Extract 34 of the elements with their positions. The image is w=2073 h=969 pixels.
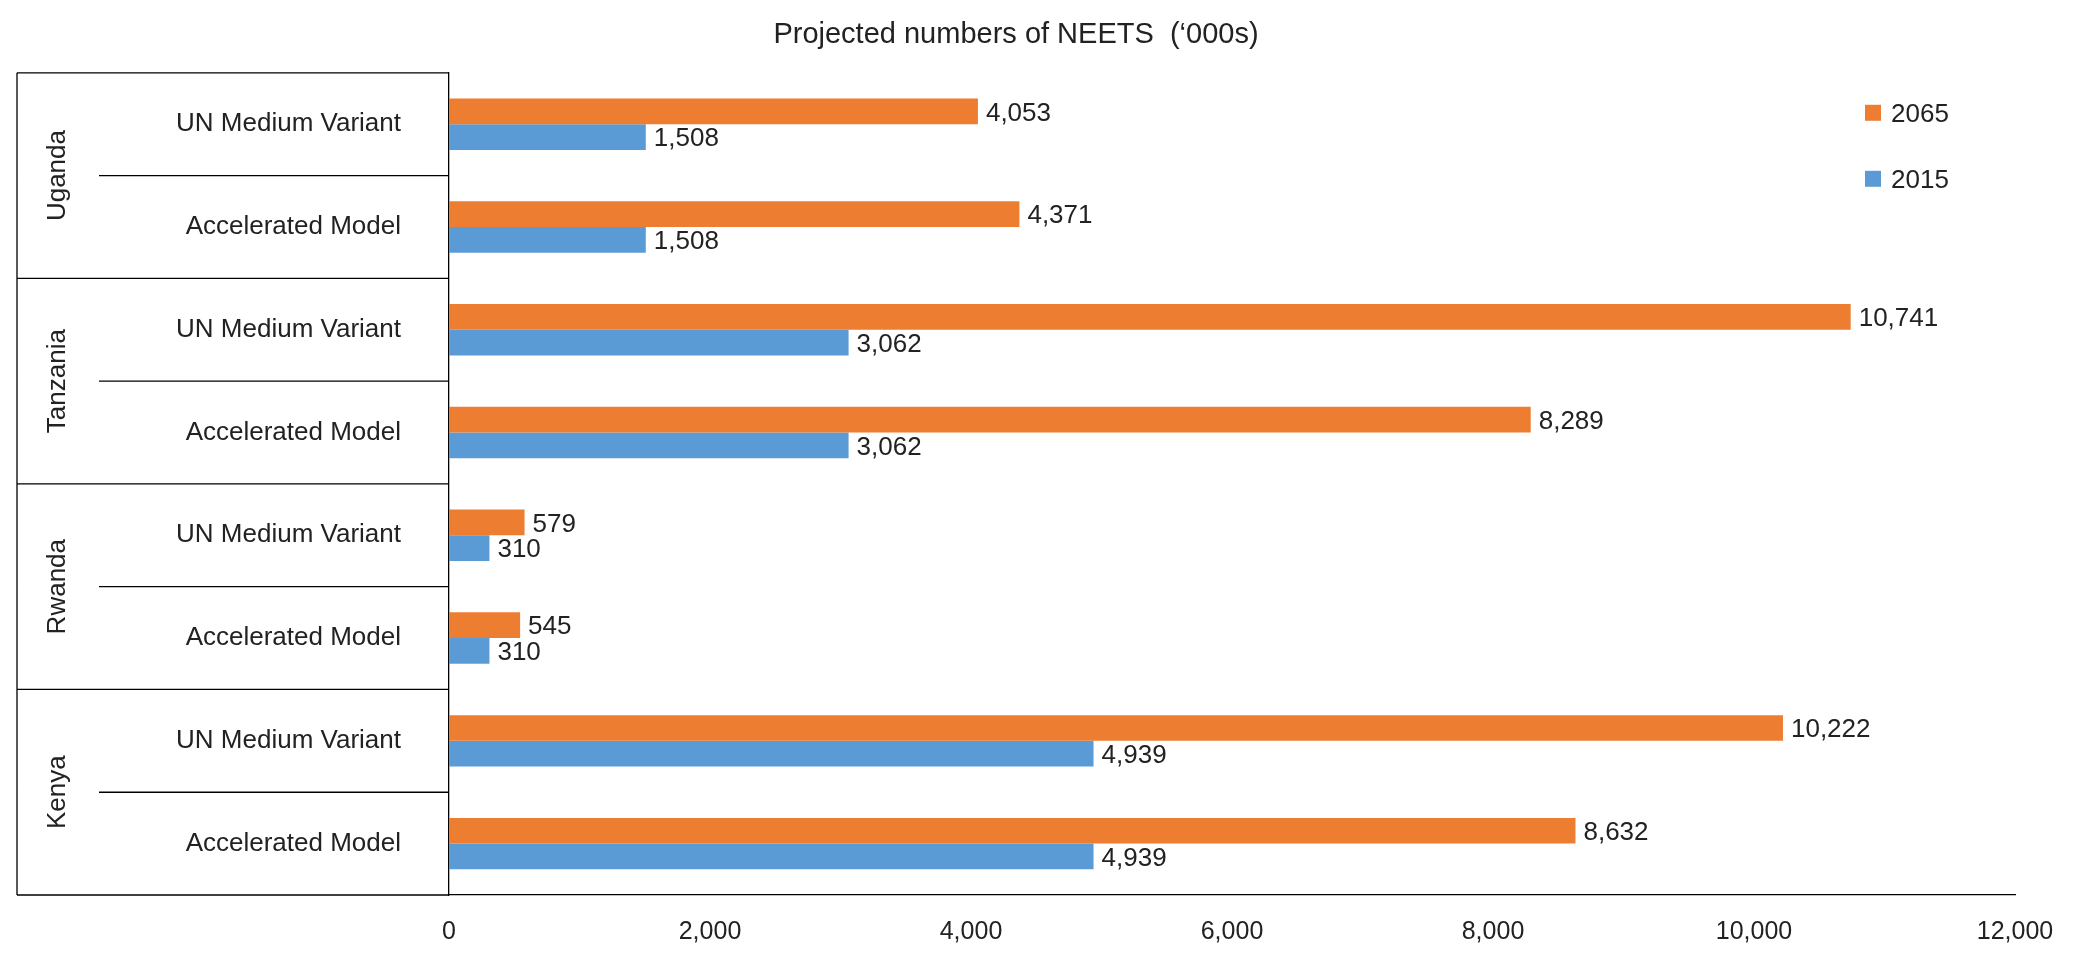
data-label: 1,508 <box>653 122 719 153</box>
y-tick-label: Accelerated Model <box>185 621 401 652</box>
y-tick-label: Accelerated Model <box>185 210 401 241</box>
y-tick-label: Accelerated Model <box>185 415 401 446</box>
legend-label: 2015 <box>1891 163 1949 194</box>
data-label: 4,939 <box>1101 738 1167 769</box>
x-tick-label: 0 <box>442 915 456 944</box>
data-label: 10,222 <box>1790 713 1871 744</box>
y-tick-label: UN Medium Variant <box>176 518 402 549</box>
x-tick-label: 12,000 <box>1976 915 2054 944</box>
legend-label: 2065 <box>1891 97 1949 128</box>
x-tick-label: 6,000 <box>1200 915 1264 944</box>
data-label: 8,289 <box>1538 404 1604 435</box>
y-tick-label: UN Medium Variant <box>176 724 402 755</box>
text: Rwanda <box>41 538 72 635</box>
x-tick-label: 8,000 <box>1461 915 1525 944</box>
text: Tanzania <box>41 328 72 434</box>
data-label: 4,371 <box>1027 199 1093 230</box>
text: Kenya <box>41 754 72 830</box>
chart-title: Projected numbers of NEETS (‘000s) <box>773 17 1259 50</box>
data-label: 4,939 <box>1101 841 1167 872</box>
data-label: 10,741 <box>1858 302 1939 333</box>
y-tick-label: UN Medium Variant <box>176 312 402 343</box>
text: Uganda <box>41 129 72 222</box>
data-label: 1,508 <box>653 224 719 255</box>
y-tick-label: UN Medium Variant <box>176 107 402 138</box>
data-label: 3,062 <box>856 327 922 358</box>
data-label: 4,053 <box>985 96 1051 127</box>
x-tick-label: 2,000 <box>678 915 742 944</box>
x-tick-label: 10,000 <box>1715 915 1793 944</box>
data-label: 3,062 <box>856 430 922 461</box>
y-tick-label: Accelerated Model <box>185 826 401 857</box>
data-label: 8,632 <box>1583 815 1649 846</box>
x-tick-label: 4,000 <box>939 915 1003 944</box>
